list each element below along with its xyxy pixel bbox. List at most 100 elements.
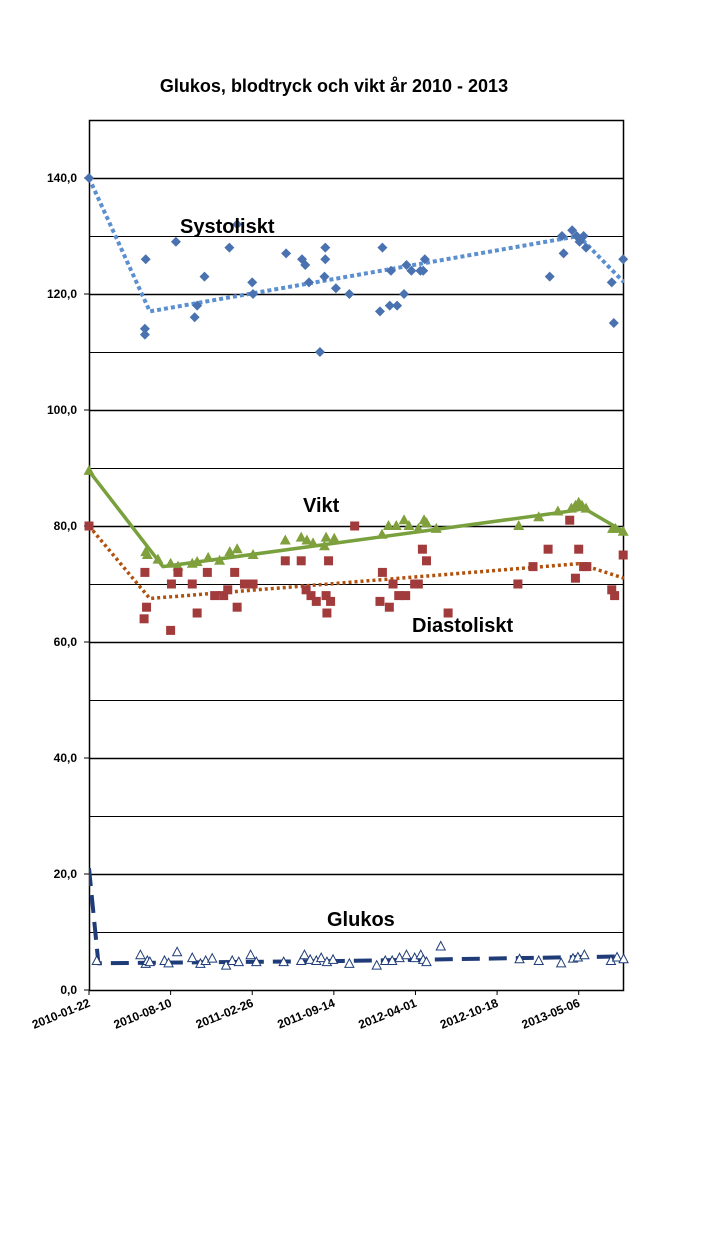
y-tick-label: 140,0 <box>47 171 77 185</box>
systoliskt-point <box>281 248 292 259</box>
diastoliskt-point <box>513 579 523 589</box>
diastoliskt-point <box>301 585 311 595</box>
diastoliskt-point <box>173 567 183 577</box>
diastoliskt-point <box>413 579 423 589</box>
glukos-point <box>315 952 327 963</box>
plot-area-border <box>88 119 625 992</box>
glukos-point <box>618 953 629 964</box>
annotation-systoliskt: Systoliskt <box>180 216 275 238</box>
x-tick-label: 2010-01-22 <box>30 996 92 1032</box>
vikt-point <box>202 551 214 562</box>
diastoliskt-point <box>142 602 152 612</box>
diastoliskt-point <box>417 544 427 554</box>
diastoliskt-point <box>280 556 290 566</box>
glukos-point <box>171 946 183 957</box>
systoliskt-point <box>581 242 592 253</box>
systoliskt-point <box>385 265 396 276</box>
systoliskt-point <box>330 283 341 294</box>
vikt-point <box>141 549 153 559</box>
glukos-point <box>226 954 238 965</box>
x-tick-label: 2012-10-18 <box>438 996 500 1032</box>
glukos-point <box>371 959 383 970</box>
diastoliskt-point <box>582 562 592 572</box>
vikt-point <box>165 557 177 568</box>
systoliskt-point <box>140 254 151 265</box>
systoliskt-point <box>608 318 619 328</box>
glukos-point <box>91 954 103 965</box>
systoliskt-point <box>189 312 200 323</box>
vikt-point <box>412 522 424 533</box>
diastoliskt-point <box>618 550 628 560</box>
vikt-point <box>307 537 319 548</box>
systoliskt-point <box>314 347 325 357</box>
diastoliskt-point <box>311 596 321 606</box>
glukos-point <box>245 949 256 960</box>
annotation-vikt: Vikt <box>303 495 340 517</box>
x-tick-label: 2011-02-26 <box>194 996 256 1032</box>
glukos-point <box>379 954 391 965</box>
diastoliskt-point <box>543 544 553 554</box>
systoliskt-point <box>544 271 555 282</box>
glukos-point <box>295 954 307 965</box>
annotation-diastoliskt: Diastoliskt <box>412 615 513 637</box>
glukos-point <box>401 949 412 960</box>
vikt-point <box>533 511 545 522</box>
diastoliskt-point <box>296 556 306 566</box>
systoliskt-point <box>139 329 150 340</box>
diastoliskt-point <box>223 585 233 595</box>
systoliskt-point <box>374 306 385 317</box>
systoliskt-point <box>303 277 314 288</box>
diastoliskt-point <box>421 556 431 566</box>
diastoliskt-point <box>239 579 249 589</box>
x-axis-ticks: 2010-01-22 2010-08-10 2011-02-26 2011-09-14… <box>30 990 582 1032</box>
systoliskt-point <box>419 254 430 265</box>
diastoliskt-point <box>443 608 453 618</box>
vikt-point <box>295 531 307 542</box>
systoliskt-point <box>556 231 567 241</box>
glukos-point <box>206 952 218 963</box>
vikt-point <box>580 502 592 513</box>
diastoliskt-point <box>607 585 617 595</box>
vikt-point <box>420 517 432 528</box>
systoliskt-point <box>578 231 589 241</box>
diastoliskt-point <box>326 596 336 606</box>
systoliskt-point <box>418 265 429 276</box>
systoliskt-point <box>377 242 388 253</box>
systoliskt-point <box>344 289 355 299</box>
vikt-point <box>318 540 330 551</box>
diastoliskt-point <box>166 579 176 589</box>
diastoliskt-point <box>202 567 212 577</box>
diastoliskt-point <box>232 602 242 612</box>
diastoliskt-point <box>248 579 258 589</box>
systoliskt-point <box>224 242 235 253</box>
glukos-point <box>555 957 567 968</box>
vikt-point <box>398 514 410 525</box>
diastoliskt-point <box>187 579 197 589</box>
glukos-point <box>163 957 174 968</box>
vikt-point <box>231 543 243 554</box>
glukos-point <box>299 949 310 960</box>
diastoliskt-point <box>322 608 332 618</box>
glukos-point <box>304 953 316 964</box>
glukos-trend-line <box>89 868 624 966</box>
vikt-point <box>83 464 95 475</box>
glukos-point <box>278 956 289 967</box>
diastoliskt-point <box>384 602 394 612</box>
y-tick-label: 40,0 <box>54 751 78 765</box>
systoliskt-trend-line <box>89 177 624 314</box>
glukos-point <box>233 956 245 967</box>
systoliskt-point <box>232 219 243 230</box>
data-points <box>83 173 629 970</box>
x-tick-label: 2012-04-01 <box>356 996 418 1032</box>
vikt-point <box>279 534 291 545</box>
systoliskt-point <box>399 289 410 299</box>
systoliskt-point <box>248 289 259 299</box>
x-tick-label: 2013-05-06 <box>520 996 582 1032</box>
vikt-point <box>328 532 340 543</box>
y-tick-label: 120,0 <box>47 287 77 301</box>
y-tick-label: 80,0 <box>54 519 78 533</box>
diastoliskt-point <box>230 567 240 577</box>
systoliskt-point <box>84 173 94 183</box>
systoliskt-point <box>320 242 331 253</box>
